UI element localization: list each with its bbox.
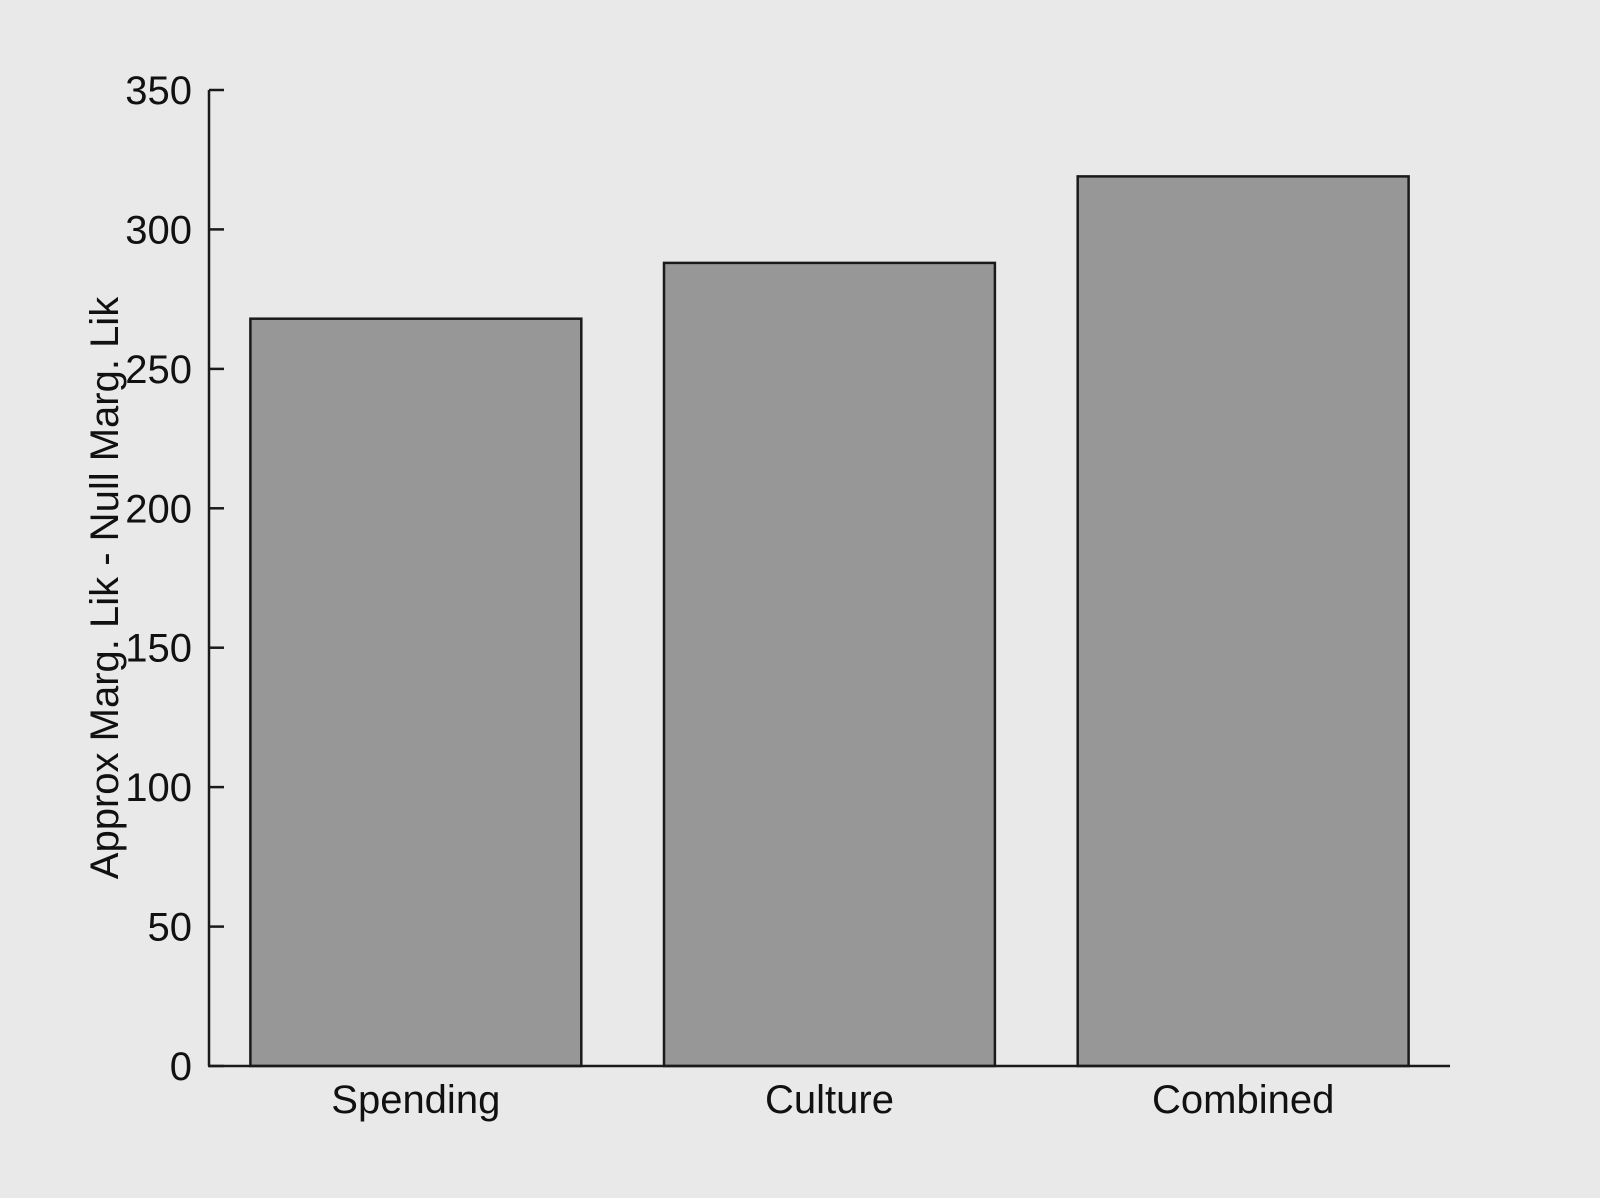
bar-combined xyxy=(1076,175,1410,1068)
y-tick-label-350: 350 xyxy=(125,69,192,113)
x-tick-label-spending: Spending xyxy=(331,1078,500,1122)
x-tick-label-culture: Culture xyxy=(765,1078,894,1122)
y-tick-label-300: 300 xyxy=(125,208,192,252)
y-tick-label-50: 50 xyxy=(148,906,193,950)
y-tick-label-100: 100 xyxy=(125,766,192,810)
y-tick-label-150: 150 xyxy=(125,627,192,671)
x-tick-label-combined: Combined xyxy=(1152,1078,1334,1122)
y-tick-label-250: 250 xyxy=(125,348,192,392)
y-axis-label: Approx Marg. Lik - Null Marg. Lik xyxy=(83,296,127,880)
y-tick-label-0: 0 xyxy=(170,1045,192,1089)
bar-culture xyxy=(662,261,997,1068)
y-tick-label-200: 200 xyxy=(125,487,192,531)
bar-spending xyxy=(249,317,583,1068)
